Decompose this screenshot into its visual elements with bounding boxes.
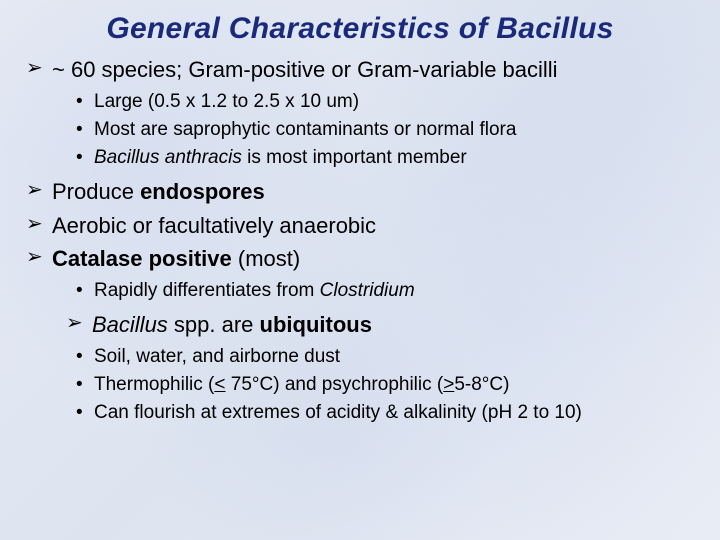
bullet-aerobic: Aerobic or facultatively anaerobic [26,212,702,240]
bullet-ubiquitous: Bacillus spp. are ubiquitous [66,311,702,339]
sub-anthracis: Bacillus anthracis is most important mem… [76,146,702,170]
sub-soil: Soil, water, and airborne dust [76,345,702,369]
clostridium-em: Clostridium [320,280,415,301]
thermo-b: 75°C) and psychrophilic ( [225,374,443,395]
endospores-strong: endospores [140,179,265,204]
bullet-endospores: Produce endospores [26,178,702,206]
sub-ph: Can flourish at extremes of acidity & al… [76,401,702,425]
ubiquitous-mid: spp. are [168,312,260,337]
bacillus-em: Bacillus [92,312,168,337]
bullet-species: ~ 60 species; Gram-positive or Gram-vari… [26,56,702,84]
bullet-species-text: ~ 60 species; Gram-positive or Gram-vari… [52,57,558,82]
thermo-u2: > [443,374,454,395]
catalase-strong: Catalase positive [52,246,232,271]
catalase-rest: (most) [232,246,300,271]
ubiquitous-strong: ubiquitous [260,312,372,337]
anthracis-rest: is most important member [242,147,467,168]
sub-thermo: Thermophilic (< 75°C) and psychrophilic … [76,373,702,397]
slide-title: General Characteristics of Bacillus [18,12,702,46]
sub-saprophytic: Most are saprophytic contaminants or nor… [76,118,702,142]
sub-size: Large (0.5 x 1.2 to 2.5 x 10 um) [76,90,702,114]
clostridium-a: Rapidly differentiates from [94,280,320,301]
bullet-catalase: Catalase positive (most) [26,245,702,273]
sub-clostridium: Rapidly differentiates from Clostridium [76,279,702,303]
anthracis-name: Bacillus anthracis [94,147,242,168]
thermo-a: Thermophilic ( [94,374,214,395]
thermo-u1: < [214,374,225,395]
endospores-a: Produce [52,179,140,204]
thermo-c: 5-8°C) [454,374,509,395]
